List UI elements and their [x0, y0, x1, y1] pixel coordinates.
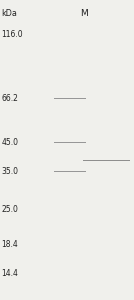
Bar: [54, 244, 86, 245]
Text: 66.2: 66.2: [1, 94, 18, 103]
Bar: [54, 142, 86, 143]
Text: 14.4: 14.4: [1, 268, 18, 278]
Bar: [54, 171, 86, 172]
Text: 18.4: 18.4: [1, 241, 18, 250]
Bar: [83, 160, 130, 161]
Text: kDa: kDa: [1, 9, 17, 18]
Text: 25.0: 25.0: [1, 206, 18, 214]
Bar: [54, 209, 86, 210]
Text: 116.0: 116.0: [1, 30, 23, 39]
Text: 45.0: 45.0: [1, 138, 18, 147]
Bar: [54, 98, 86, 99]
Text: 35.0: 35.0: [1, 167, 18, 176]
Bar: [54, 273, 86, 274]
Text: M: M: [80, 9, 88, 18]
